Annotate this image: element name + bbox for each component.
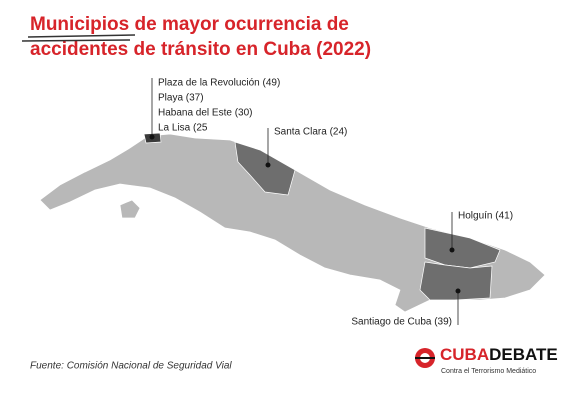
logo-text: CUBADEBATE <box>440 345 558 364</box>
logo: CUBADEBATE Contra el Terrorismo Mediátic… <box>415 345 558 375</box>
holguin-region <box>424 227 501 269</box>
source: Fuente: Comisión Nacional de Seguridad V… <box>30 361 232 372</box>
annotation: Santa Clara (24) <box>274 127 347 138</box>
title-line: Municipios de mayor ocurrencia de <box>30 14 349 35</box>
annotation: La Lisa (25 <box>158 123 208 134</box>
cuba-map <box>39 132 546 313</box>
annotation: Santiago de Cuba (39) <box>351 317 452 328</box>
logo-tagline: Contra el Terrorismo Mediático <box>441 368 536 375</box>
marker <box>265 162 271 168</box>
annotation: Plaza de la Revolución (49) <box>158 78 280 89</box>
annotation: Playa (37) <box>158 93 204 104</box>
annotation: Habana del Este (30) <box>158 108 253 119</box>
marker <box>455 288 461 294</box>
marker <box>449 247 455 253</box>
title-line: accidentes de tránsito en Cuba (2022) <box>30 39 371 60</box>
santa-clara-region <box>234 141 296 196</box>
isla-juventud <box>119 199 141 219</box>
underline-scribble <box>21 34 136 42</box>
santiago-region <box>419 261 493 301</box>
marker <box>149 134 155 140</box>
annotation: Holguín (41) <box>458 211 513 222</box>
logo-part: DEBATE <box>489 345 558 364</box>
island <box>39 133 546 313</box>
logo-part: CUBA <box>440 345 489 364</box>
